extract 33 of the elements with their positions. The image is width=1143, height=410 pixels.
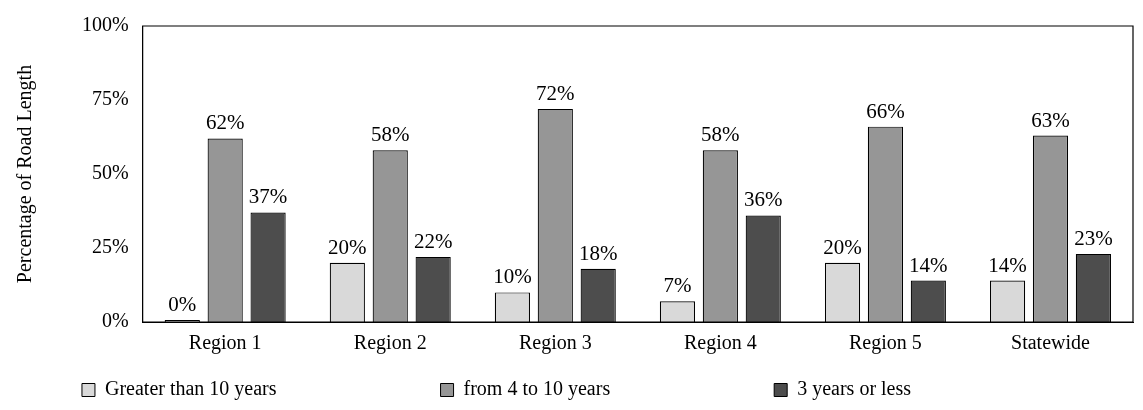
data-label: 0% [168,292,197,317]
data-label: 23% [1074,225,1113,250]
data-label: 18% [578,240,618,265]
data-label: 37% [248,184,288,209]
x-tick-label: Region 3 [518,331,592,355]
data-label: 7% [663,273,692,298]
data-label: 72% [536,80,575,105]
data-label: 20% [328,234,367,259]
data-label: 10% [493,264,532,289]
data-label: 22% [413,228,453,253]
x-tick-label: Region 4 [683,331,757,355]
legend-label: 3 years or less [797,377,1062,401]
y-tick-label: 100% [81,13,129,36]
y-tick-label: 75% [91,87,129,110]
legend-label: from 4 to 10 years [463,377,761,401]
x-tick-label: Statewide [1011,331,1091,354]
data-label: 14% [988,252,1027,277]
y-tick-label: 0% [101,309,129,332]
data-label: 58% [371,122,410,147]
data-label: 14% [909,252,948,277]
x-tick-label: Region 1 [188,331,262,355]
data-label: 63% [1031,107,1070,132]
x-tick-label: Region 2 [353,331,427,355]
y-axis-title: Percentage of Road Length [13,64,37,284]
data-label: 58% [701,122,740,147]
data-label: 36% [744,187,783,212]
x-tick-label: Region 5 [849,331,922,355]
legend-label: Greater than 10 years [104,377,427,401]
data-label: 20% [823,234,862,259]
y-tick-label: 50% [91,161,129,184]
data-label: 66% [866,98,905,123]
data-label: 62% [205,110,245,135]
y-tick-label: 25% [91,235,129,258]
